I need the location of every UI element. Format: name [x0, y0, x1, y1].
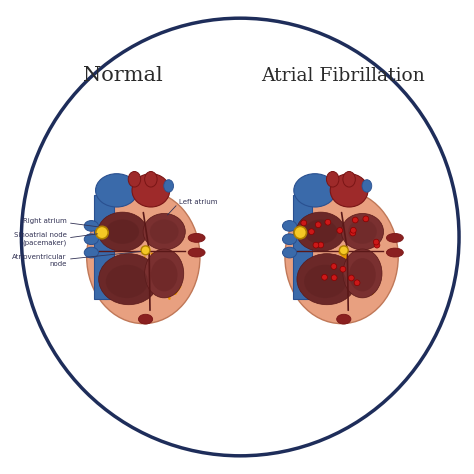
- Circle shape: [331, 264, 337, 269]
- Ellipse shape: [84, 247, 99, 258]
- Ellipse shape: [304, 219, 337, 244]
- Ellipse shape: [283, 247, 297, 258]
- Circle shape: [340, 266, 346, 272]
- Ellipse shape: [98, 212, 147, 251]
- Ellipse shape: [349, 258, 376, 292]
- Circle shape: [337, 228, 343, 233]
- Circle shape: [350, 230, 356, 236]
- Circle shape: [315, 222, 321, 228]
- Ellipse shape: [330, 173, 368, 207]
- Polygon shape: [94, 195, 114, 299]
- Ellipse shape: [164, 180, 173, 192]
- Ellipse shape: [132, 173, 170, 207]
- Ellipse shape: [304, 265, 346, 298]
- Ellipse shape: [106, 265, 148, 298]
- Ellipse shape: [87, 191, 200, 324]
- Circle shape: [21, 18, 459, 456]
- Circle shape: [294, 227, 307, 239]
- Ellipse shape: [386, 248, 403, 257]
- Ellipse shape: [343, 249, 382, 298]
- Ellipse shape: [99, 254, 159, 305]
- Text: Left atrium: Left atrium: [179, 200, 218, 205]
- Text: Sinoatrial node
(pacemaker): Sinoatrial node (pacemaker): [14, 232, 66, 246]
- Ellipse shape: [84, 234, 99, 245]
- Circle shape: [96, 227, 108, 239]
- Circle shape: [350, 228, 356, 233]
- Circle shape: [322, 274, 328, 280]
- Ellipse shape: [341, 213, 383, 250]
- Circle shape: [339, 246, 348, 255]
- Ellipse shape: [285, 191, 398, 324]
- Ellipse shape: [145, 249, 184, 298]
- Circle shape: [363, 216, 369, 222]
- Ellipse shape: [386, 234, 403, 242]
- Ellipse shape: [188, 234, 205, 242]
- Ellipse shape: [283, 234, 297, 245]
- Ellipse shape: [143, 213, 185, 250]
- Text: Atrial Fibrillation: Atrial Fibrillation: [261, 67, 425, 85]
- Circle shape: [374, 242, 380, 248]
- Ellipse shape: [297, 254, 357, 305]
- Text: Right atrium: Right atrium: [23, 219, 66, 225]
- Ellipse shape: [84, 220, 99, 231]
- Circle shape: [309, 229, 314, 235]
- Ellipse shape: [128, 172, 141, 187]
- Ellipse shape: [294, 173, 336, 207]
- Ellipse shape: [327, 172, 339, 187]
- Ellipse shape: [296, 212, 345, 251]
- Circle shape: [352, 217, 358, 223]
- Circle shape: [318, 242, 324, 248]
- Circle shape: [348, 275, 354, 281]
- Ellipse shape: [151, 258, 178, 292]
- Circle shape: [141, 246, 150, 255]
- Text: Normal: Normal: [83, 66, 163, 85]
- Ellipse shape: [337, 314, 351, 324]
- Ellipse shape: [283, 220, 297, 231]
- Circle shape: [325, 219, 331, 225]
- Ellipse shape: [362, 180, 372, 192]
- Ellipse shape: [150, 219, 179, 244]
- Ellipse shape: [138, 314, 153, 324]
- Ellipse shape: [188, 248, 205, 257]
- Circle shape: [313, 242, 319, 248]
- Ellipse shape: [106, 219, 139, 244]
- Circle shape: [331, 275, 337, 281]
- Ellipse shape: [343, 172, 356, 187]
- Ellipse shape: [145, 172, 157, 187]
- Ellipse shape: [348, 219, 377, 244]
- Ellipse shape: [96, 173, 138, 207]
- Polygon shape: [293, 195, 312, 299]
- Circle shape: [354, 280, 360, 286]
- Circle shape: [374, 239, 379, 245]
- Text: Atrioventricular
node: Atrioventricular node: [12, 254, 66, 266]
- Circle shape: [301, 220, 307, 226]
